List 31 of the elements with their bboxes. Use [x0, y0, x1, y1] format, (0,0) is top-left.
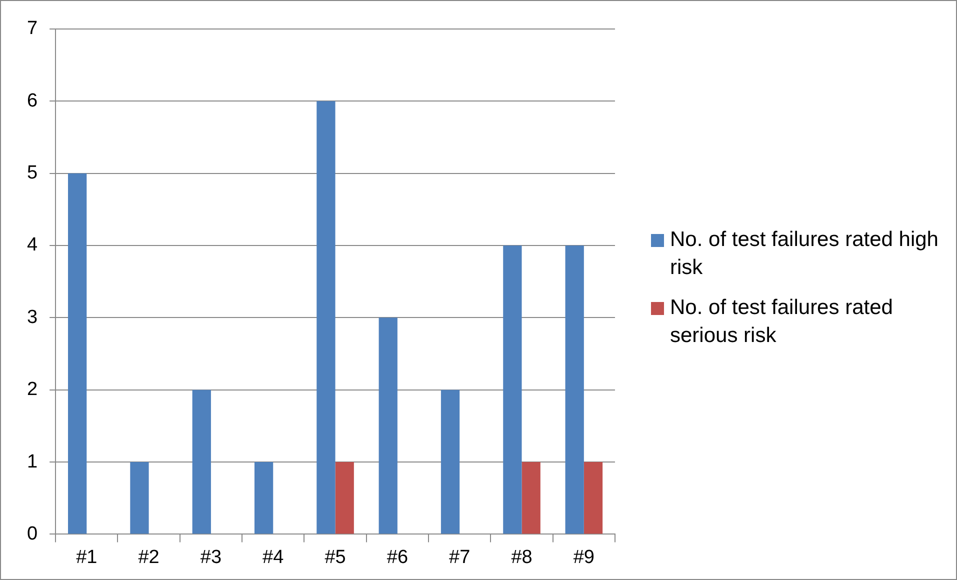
bar [378, 318, 398, 534]
bar [192, 390, 211, 534]
x-tick-label: #7 [449, 546, 470, 568]
y-tick-label: 3 [26, 306, 38, 328]
y-tick-label: 6 [26, 90, 38, 112]
x-tick-label: #5 [324, 546, 346, 568]
y-tick-label: 4 [26, 234, 38, 256]
x-tick-label: #9 [573, 546, 594, 568]
bar [254, 462, 274, 534]
y-tick-label: 1 [26, 451, 38, 472]
bar [440, 390, 460, 534]
bar [584, 462, 603, 534]
x-tick-label: #2 [138, 546, 160, 568]
bar [316, 101, 336, 534]
y-tick-label: 0 [26, 523, 38, 544]
y-tick-label: 7 [26, 18, 38, 40]
x-tick-label: #1 [76, 546, 98, 568]
bar [503, 246, 522, 534]
bar [68, 173, 87, 534]
legend-label: No. of test failures rated high risk [670, 227, 940, 281]
y-tick-label: 5 [26, 162, 38, 184]
x-tick-label: #4 [262, 546, 284, 568]
bar [565, 246, 584, 534]
bar [522, 462, 540, 534]
bar [130, 462, 149, 534]
bar [335, 462, 354, 534]
x-tick-label: #6 [386, 546, 408, 568]
y-tick-label: 2 [26, 379, 38, 400]
x-tick-label: #3 [200, 546, 222, 568]
x-tick-label: #8 [511, 546, 532, 568]
legend-label: No. of test failures rated serious risk [670, 295, 894, 349]
